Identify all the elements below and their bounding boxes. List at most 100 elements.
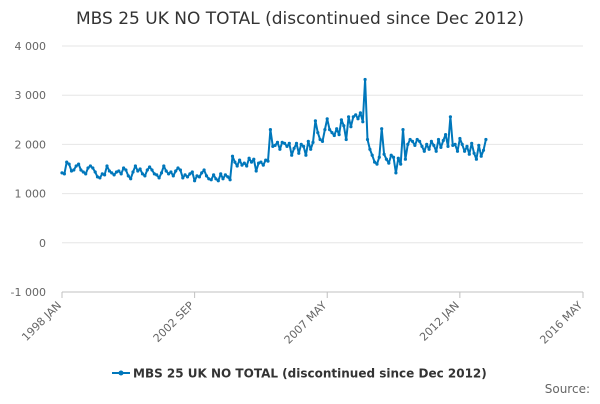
data-point — [202, 168, 206, 172]
data-point — [339, 118, 343, 122]
data-point — [401, 128, 405, 132]
data-point — [169, 170, 173, 174]
data-point — [84, 172, 88, 176]
data-point — [181, 176, 185, 180]
data-point — [221, 177, 225, 181]
data-point — [391, 155, 396, 159]
legend-marker-icon — [118, 370, 124, 376]
data-point — [238, 158, 242, 162]
data-point — [124, 168, 128, 172]
y-tick-label: 2 000 — [15, 138, 47, 151]
data-point — [107, 169, 111, 173]
data-point — [313, 119, 317, 123]
data-point — [413, 143, 417, 147]
legend[interactable]: MBS 25 UK NO TOTAL (discontinued since D… — [112, 367, 487, 381]
data-point — [242, 161, 246, 165]
data-point — [247, 156, 251, 160]
data-point — [129, 177, 133, 181]
data-point — [318, 137, 322, 142]
data-point — [403, 157, 407, 161]
data-point — [204, 174, 209, 178]
data-point — [235, 164, 239, 168]
y-axis: -1 000 0 1 000 2 000 3 000 4 000 — [11, 40, 46, 299]
data-point — [95, 175, 100, 179]
data-point — [148, 165, 152, 169]
data-point — [297, 151, 301, 155]
data-point — [164, 169, 168, 173]
data-point — [138, 167, 142, 171]
data-point — [190, 170, 194, 174]
data-point — [446, 144, 450, 148]
data-point — [306, 139, 310, 143]
data-point — [283, 141, 287, 145]
data-point — [197, 175, 201, 179]
data-point — [474, 157, 478, 161]
data-point — [112, 173, 116, 177]
data-point — [323, 128, 327, 132]
y-tick-label: 4 000 — [15, 40, 47, 53]
data-point — [67, 162, 71, 166]
data-point — [195, 174, 199, 178]
data-point — [228, 178, 232, 182]
data-point — [304, 153, 308, 157]
data-point — [460, 142, 464, 146]
data-point — [273, 143, 277, 147]
data-point — [479, 154, 483, 158]
data-point — [167, 172, 171, 176]
data-point — [285, 144, 289, 148]
data-point — [131, 170, 135, 174]
data-point — [245, 164, 249, 168]
data-point — [396, 156, 400, 160]
data-point — [188, 172, 192, 176]
data-point — [77, 162, 81, 166]
data-point — [384, 157, 388, 161]
data-point — [382, 152, 386, 156]
y-tick-label: 0 — [39, 237, 46, 250]
data-point — [375, 162, 379, 166]
data-point — [133, 164, 137, 168]
data-point — [436, 137, 441, 142]
data-point — [344, 137, 348, 142]
data-series[interactable] — [60, 77, 488, 183]
data-point — [254, 169, 258, 173]
data-point — [79, 168, 83, 172]
data-point — [155, 173, 159, 177]
data-point — [368, 147, 372, 151]
data-point — [439, 145, 443, 149]
data-point — [240, 163, 244, 167]
data-point — [126, 174, 130, 178]
data-point — [361, 120, 365, 124]
data-point — [252, 157, 256, 161]
data-point — [420, 144, 424, 148]
data-point — [484, 137, 488, 142]
data-point — [207, 177, 211, 181]
data-point — [261, 163, 265, 167]
data-point — [349, 125, 353, 129]
x-tick-label: 2016 MAY — [537, 299, 585, 347]
data-point — [287, 141, 291, 145]
data-point — [316, 131, 320, 135]
data-point — [309, 147, 313, 151]
data-point — [117, 169, 121, 173]
data-point — [380, 127, 384, 131]
data-point — [389, 153, 393, 157]
data-point — [150, 168, 154, 172]
y-tick-label: 1 000 — [15, 188, 47, 201]
data-point — [249, 160, 254, 164]
data-point — [427, 147, 431, 151]
data-point — [91, 166, 95, 170]
data-point — [387, 161, 391, 165]
x-tick-label: 1998 JAN — [19, 299, 64, 344]
data-point — [477, 143, 481, 147]
data-point — [330, 131, 334, 135]
data-point — [88, 164, 92, 168]
data-point — [410, 139, 415, 143]
data-point — [193, 179, 197, 183]
x-tick-label: 2007 MAY — [282, 299, 330, 347]
data-point — [157, 176, 161, 180]
data-point — [214, 177, 218, 181]
data-point — [351, 115, 355, 119]
data-point — [174, 169, 178, 173]
legend-label: MBS 25 UK NO TOTAL (discontinued since D… — [133, 367, 487, 381]
